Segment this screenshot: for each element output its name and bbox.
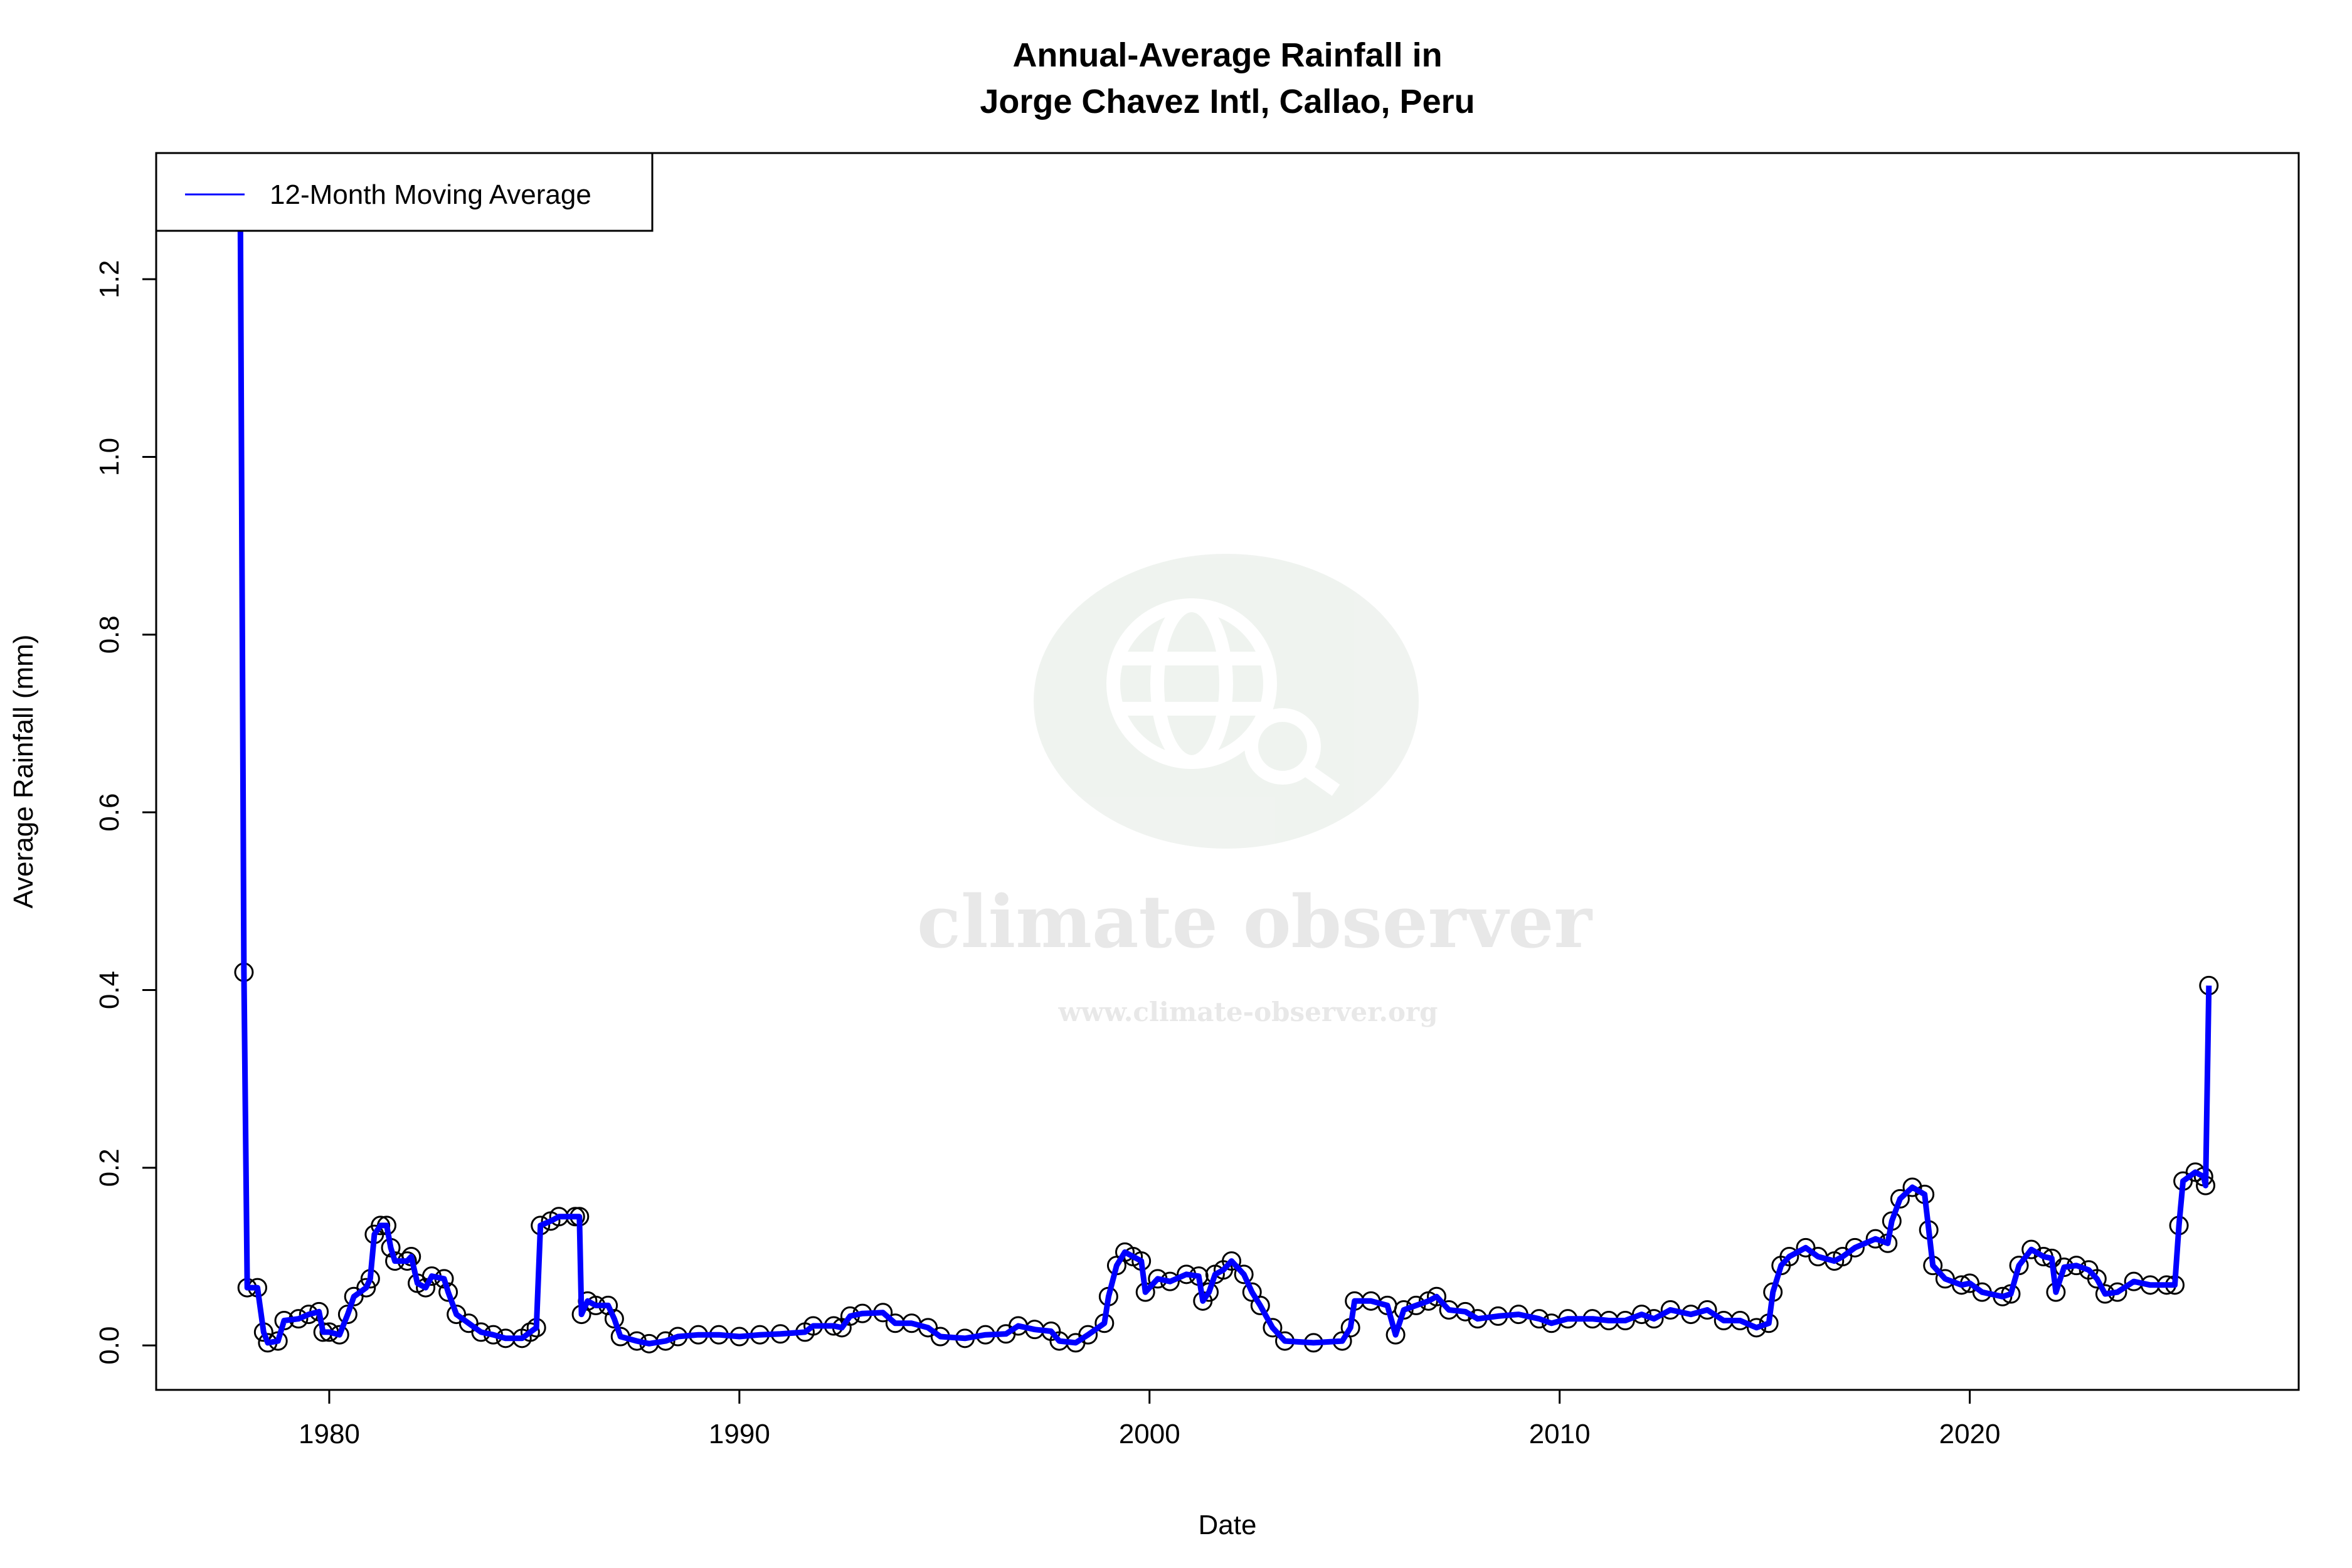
- watermark-url: www.climate-observer.org: [1058, 997, 1438, 1027]
- data-point: [1845, 1237, 1865, 1258]
- y-tick-label: 0.0: [94, 1327, 125, 1365]
- y-tick-label: 1.0: [94, 438, 125, 476]
- data-point: [1263, 1318, 1283, 1338]
- x-tick-label: 2020: [1939, 1419, 2001, 1449]
- watermark: climate observer www.climate-observer.or…: [917, 554, 1593, 1027]
- x-tick-label: 1980: [299, 1419, 360, 1449]
- data-point: [1631, 1305, 1651, 1325]
- y-tick-label: 0.6: [94, 793, 125, 832]
- y-axis: 0.0 0.2 0.4 0.6 0.8 1.0 1.2: [94, 260, 157, 1365]
- data-point: [1234, 1264, 1254, 1285]
- y-axis-label: Average Rainfall (mm): [8, 635, 39, 909]
- data-point: [2087, 1269, 2107, 1289]
- data-point: [337, 1305, 358, 1325]
- legend: 12-Month Moving Average: [155, 152, 654, 232]
- y-tick-label: 0.2: [94, 1148, 125, 1187]
- data-point: [1865, 1229, 1885, 1249]
- x-axis: 1980 1990 2000 2010 2020: [299, 1389, 2001, 1449]
- x-tick-label: 1990: [709, 1419, 770, 1449]
- data-point: [1406, 1295, 1426, 1315]
- watermark-name: climate observer: [917, 880, 1593, 965]
- data-point: [1078, 1325, 1098, 1345]
- x-axis-label: Date: [1199, 1510, 1257, 1540]
- series-group: [230, 190, 2219, 1353]
- chart-subtitle: Jorge Chavez Intl, Callao, Peru: [980, 83, 1475, 120]
- data-point: [1426, 1286, 1446, 1306]
- data-point: [1250, 1295, 1270, 1315]
- legend-box: [155, 152, 654, 232]
- data-point: [1644, 1309, 1664, 1329]
- data-point: [416, 1278, 436, 1298]
- data-point: [520, 1322, 540, 1342]
- data-point: [604, 1309, 624, 1329]
- y-tick-label: 1.2: [94, 260, 125, 299]
- chart-title: Annual-Average Rainfall in: [1012, 36, 1442, 74]
- data-point: [1747, 1318, 1767, 1338]
- y-tick-label: 0.8: [94, 615, 125, 654]
- data-point: [1222, 1251, 1242, 1271]
- legend-label: 12-Month Moving Average: [270, 179, 591, 210]
- data-point: [1779, 1247, 1799, 1266]
- x-tick-label: 2010: [1529, 1419, 1591, 1449]
- data-point: [1935, 1269, 1955, 1289]
- x-tick-label: 2000: [1119, 1419, 1180, 1449]
- globe-search-icon: [1106, 598, 1340, 797]
- series-line: [237, 200, 2212, 1347]
- data-point: [1890, 1189, 1910, 1209]
- data-point: [356, 1278, 376, 1298]
- y-tick-label: 0.4: [94, 971, 125, 1009]
